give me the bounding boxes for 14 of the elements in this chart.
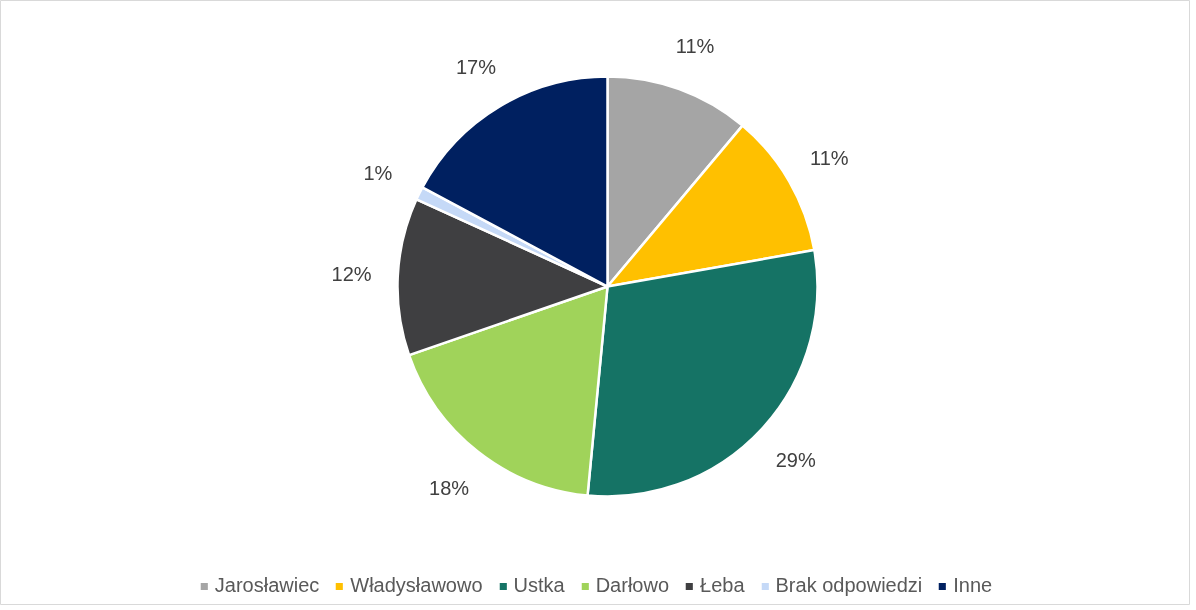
legend-label: Darłowo (595, 574, 670, 597)
data-label: 17% (455, 55, 497, 78)
legend-label: Inne (953, 574, 993, 597)
legend-label: Jarosławiec (214, 574, 320, 597)
data-label: 18% (429, 476, 470, 499)
legend-label: Brak odpowiedzi (775, 574, 923, 597)
data-label: 12% (331, 263, 372, 286)
data-label: 29% (775, 449, 816, 472)
data-label: 11% (810, 147, 849, 170)
data-label: 11% (675, 34, 715, 57)
data-label: 1% (363, 161, 393, 184)
legend-label: Łeba (700, 574, 745, 597)
legend-label: Władysławowo (350, 574, 483, 597)
legend-label: Ustka (513, 574, 565, 597)
